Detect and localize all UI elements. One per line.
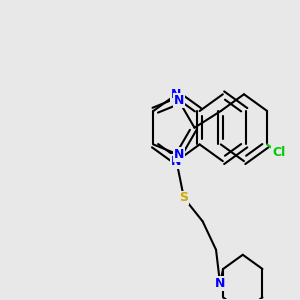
Text: Cl: Cl bbox=[272, 146, 285, 159]
Text: N: N bbox=[215, 277, 225, 290]
Text: N: N bbox=[174, 148, 184, 161]
Text: N: N bbox=[171, 154, 182, 168]
Text: S: S bbox=[179, 191, 188, 204]
Text: N: N bbox=[174, 94, 184, 107]
Text: N: N bbox=[171, 88, 182, 101]
